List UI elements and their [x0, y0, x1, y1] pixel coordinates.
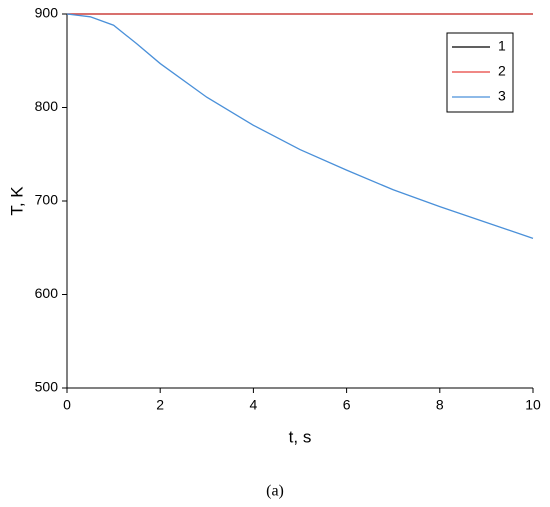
line: [66, 13, 534, 240]
legend-label: 3: [498, 88, 506, 104]
legend-label: 2: [498, 63, 506, 79]
y-tick-label: 900: [35, 5, 59, 21]
y-tick-label: 500: [35, 379, 59, 395]
x-tick-label: 4: [250, 397, 258, 413]
y-tick-label: 600: [35, 285, 59, 301]
y-axis-label: T, K: [7, 186, 26, 216]
x-tick-label: 0: [63, 397, 71, 413]
x-tick-label: 8: [436, 397, 444, 413]
x-tick-label: 6: [343, 397, 351, 413]
y-tick-label: 700: [35, 192, 59, 208]
x-tick-label: 10: [525, 397, 541, 413]
caption: (a): [266, 483, 284, 500]
y-tick-label: 800: [35, 98, 59, 114]
x-axis-label: t, s: [289, 427, 312, 446]
x-tick-label: 2: [156, 397, 164, 413]
legend-label: 1: [498, 38, 506, 54]
